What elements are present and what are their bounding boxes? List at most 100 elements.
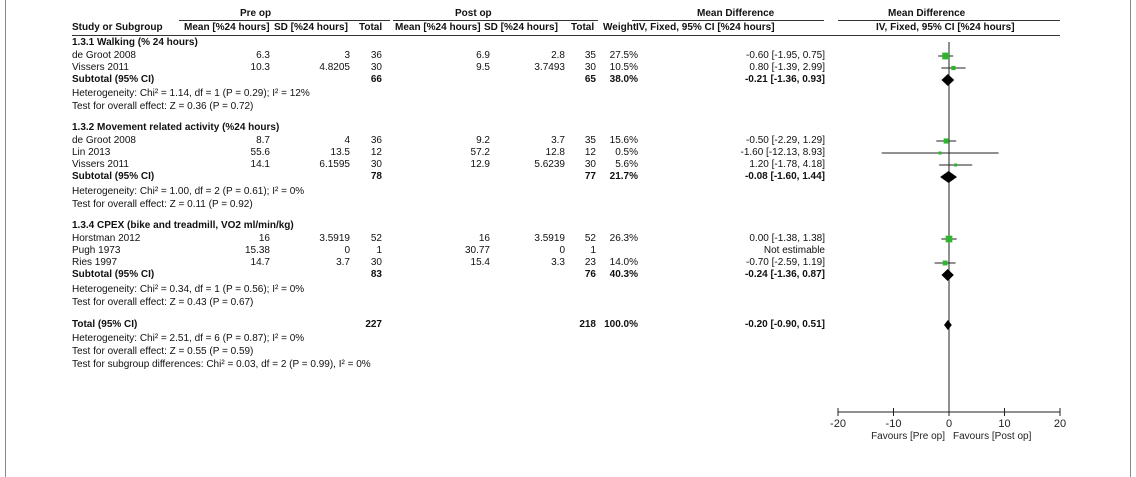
pre-sd: 4.8205 [319,62,350,73]
total-ci: -0.20 [-0.90, 0.51] [744,319,825,330]
x-tick-label: -10 [886,418,902,430]
subtotal-ci: -0.08 [-1.60, 1.44] [744,171,825,182]
pre-total: 52 [370,233,382,244]
pre-sd: 13.5 [330,147,350,158]
col-pre-sd: SD [%24 hours] [274,22,348,33]
total-pre-total: 227 [365,319,382,330]
post-total: 30 [584,159,596,170]
post-op-rule [393,20,598,21]
subtotal-weight: 40.3% [609,269,638,280]
heterogeneity-text: Heterogeneity: Chi² = 1.00, df = 2 (P = … [72,186,305,197]
subtotal-ci: -0.21 [-1.36, 0.93] [744,74,825,85]
weight: 0.5% [615,147,638,158]
subtotal-weight: 21.7% [609,171,638,182]
x-tick-label: 10 [998,418,1010,430]
post-op-header: Post op [455,8,492,19]
ci: 1.20 [-1.78, 4.18] [749,159,825,170]
subgroup-differences-text: Test for subgroup differences: Chi² = 0.… [72,359,371,370]
ci: 0.80 [-1.39, 2.99] [749,62,825,73]
post-total: 35 [584,50,596,61]
post-total: 12 [584,147,596,158]
group-title: 1.3.1 Walking (% 24 hours) [72,37,198,48]
study-name: Vissers 2011 [72,159,129,170]
subtotal-pre-total: 83 [370,269,382,280]
total-overall-effect-text: Test for overall effect: Z = 0.55 (P = 0… [72,346,254,357]
study-marker [942,52,950,60]
ci: -0.60 [-1.95, 0.75] [746,50,825,61]
pre-mean: 6.3 [256,50,270,61]
study-name: Horstman 2012 [72,233,141,244]
md-plot-rule [838,20,1060,21]
post-mean: 30.77 [464,245,490,256]
subtotal-ci: -0.24 [-1.36, 0.87] [744,269,825,280]
pre-total: 36 [370,135,382,146]
study-marker [945,235,953,243]
total-label: Total (95% CI) [72,319,138,330]
ci: Not estimable [763,245,825,256]
post-mean: 12.9 [470,159,490,170]
study-marker [954,163,958,167]
study-marker [951,65,956,71]
heterogeneity-text: Heterogeneity: Chi² = 0.34, df = 1 (P = … [72,284,305,295]
subtotal-post-total: 77 [584,171,596,182]
pre-total: 30 [370,159,382,170]
col-post-total: Total [571,22,595,33]
weight: 15.6% [609,135,638,146]
pre-total: 12 [370,147,382,158]
pre-total: 1 [376,245,382,256]
pre-sd: 6.1595 [319,159,350,170]
ci: -0.50 [-2.29, 1.29] [746,135,825,146]
col-post-mean: Mean [%24 hours] [395,22,481,33]
md-header: Mean Difference [697,8,775,19]
col-weight: Weight [603,22,637,33]
pre-mean: 14.7 [250,257,270,268]
weight: 26.3% [609,233,638,244]
post-mean: 16 [478,233,490,244]
col-ci: IV, Fixed, 95% CI [%24 hours] [636,22,775,33]
pre-sd: 0 [344,245,350,256]
weight: 10.5% [609,62,638,73]
x-tick-label: 20 [1054,418,1066,430]
heterogeneity-text: Heterogeneity: Chi² = 1.14, df = 1 (P = … [72,88,310,99]
group-title: 1.3.2 Movement related activity (%24 hou… [72,122,280,133]
post-sd: 0 [559,245,565,256]
pre-mean: 15.38 [244,245,270,256]
post-total: 1 [590,245,596,256]
pre-total: 36 [370,50,382,61]
pre-mean: 8.7 [256,135,270,146]
study-marker [938,151,942,155]
pre-mean: 55.6 [250,147,270,158]
overall-effect-text: Test for overall effect: Z = 0.11 (P = 0… [72,199,253,210]
subtotal-post-total: 76 [584,269,596,280]
pre-mean: 10.3 [250,62,270,73]
post-total: 30 [584,62,596,73]
weight: 14.0% [609,257,638,268]
total-post-total: 218 [579,319,596,330]
pre-sd: 4 [344,135,350,146]
col-study: Study or Subgroup [72,22,163,33]
pre-op-rule [179,20,390,21]
total-heterogeneity-text: Heterogeneity: Chi² = 2.51, df = 6 (P = … [72,333,305,344]
study-name: Pugh 1973 [72,245,121,256]
favours-left-label: Favours [Pre op] [871,431,945,442]
study-marker [943,138,949,144]
subtotal-post-total: 65 [584,74,596,85]
x-tick-label: -20 [830,418,846,430]
total-diamond [944,320,952,330]
col-pre-total: Total [359,22,383,33]
pre-mean: 14.1 [250,159,270,170]
header-rule [72,35,1060,36]
weight: 5.6% [615,159,638,170]
col-plot-ci: IV, Fixed, 95% CI [%24 hours] [876,22,1015,33]
post-sd: 3.5919 [534,233,565,244]
subtotal-label: Subtotal (95% CI) [72,171,155,182]
post-sd: 3.7 [551,135,565,146]
pre-total: 30 [370,62,382,73]
ci: -1.60 [-12.13, 8.93] [740,147,825,158]
pre-sd: 3.5919 [319,233,350,244]
study-name: de Groot 2008 [72,135,136,146]
subtotal-pre-total: 66 [370,74,382,85]
col-post-sd: SD [%24 hours] [484,22,558,33]
subtotal-label: Subtotal (95% CI) [72,74,155,85]
subtotal-weight: 38.0% [609,74,638,85]
